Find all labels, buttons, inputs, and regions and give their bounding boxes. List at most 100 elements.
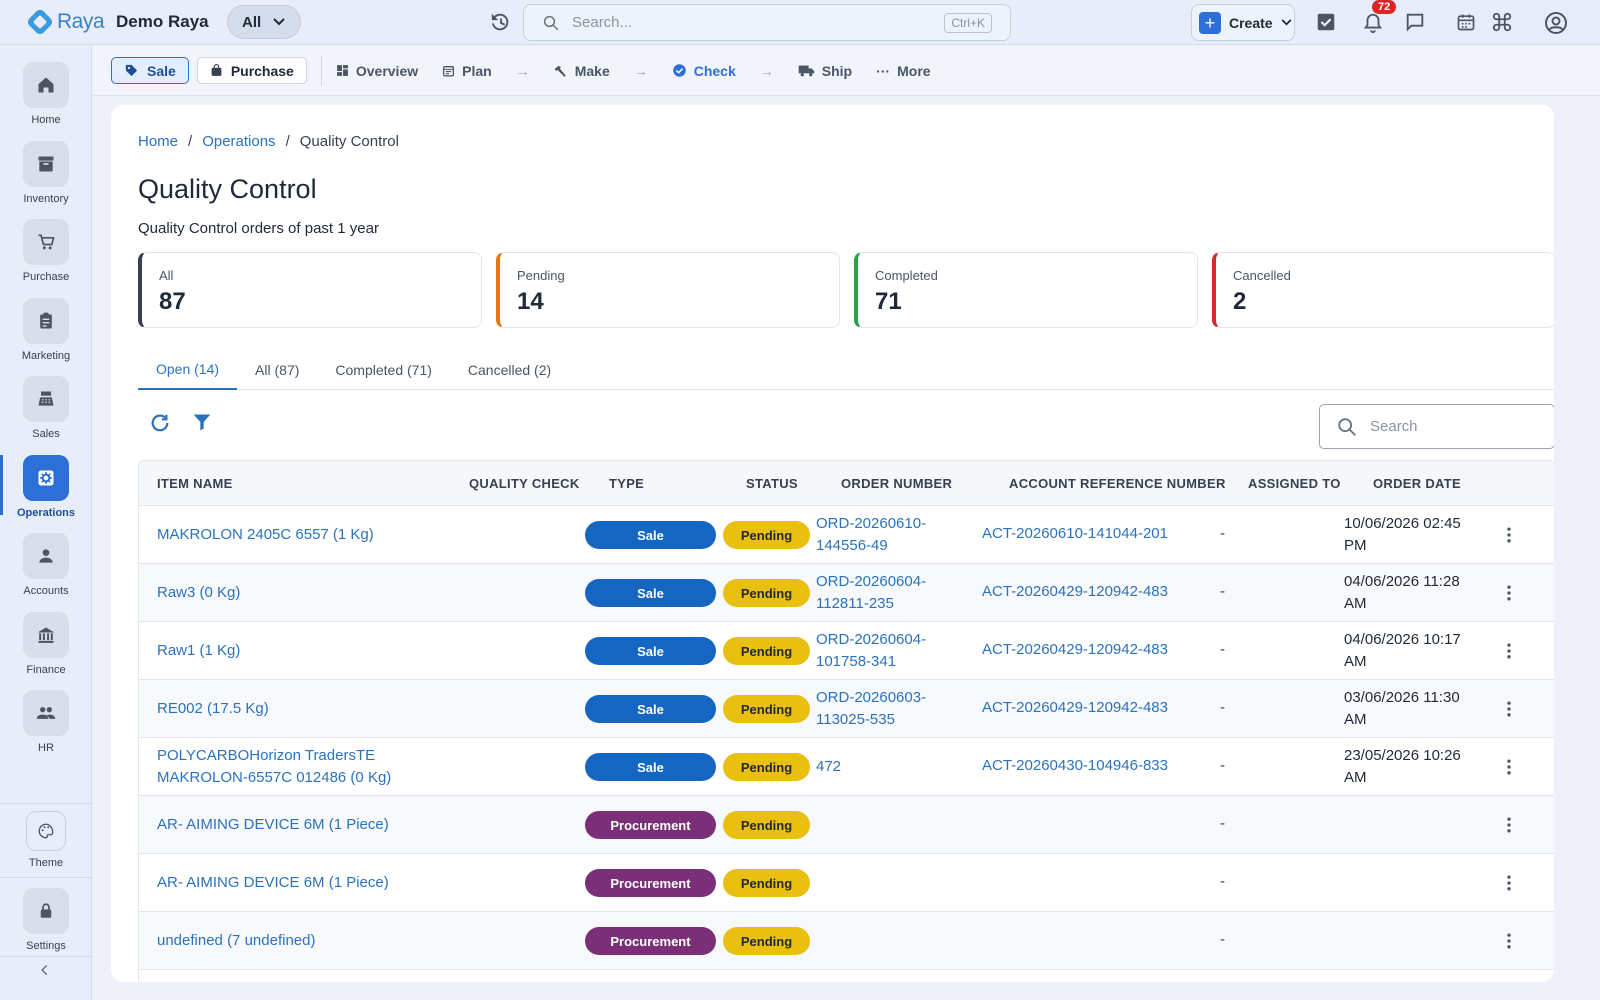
more-vertical-icon[interactable]	[1499, 525, 1519, 545]
tab-cancelled[interactable]: Cancelled (2)	[467, 362, 552, 378]
item-name-link[interactable]: Raw1 (1 Kg)	[157, 642, 241, 659]
order-number-link[interactable]	[816, 854, 956, 912]
command-icon[interactable]	[1491, 11, 1513, 33]
task-check-icon[interactable]	[1315, 11, 1337, 33]
bell-icon[interactable]	[1362, 11, 1384, 35]
column-header[interactable]: TYPE	[609, 476, 645, 491]
more-vertical-icon[interactable]	[1499, 583, 1519, 603]
item-name-link[interactable]: AR- AIMING DEVICE 6M (1 Piece)	[157, 816, 389, 833]
order-number-link[interactable]: ORD-20260603-113025-535	[816, 689, 927, 728]
history-icon[interactable]	[490, 11, 512, 33]
logo[interactable]: Raya	[25, 7, 105, 37]
column-header[interactable]: QUALITY CHECK	[469, 476, 580, 491]
stat-card-all[interactable]: All 87	[138, 252, 482, 328]
stat-value: 14	[517, 288, 544, 315]
account-reference-link[interactable]: ACT-20260430-104946-833	[982, 757, 1168, 774]
column-header[interactable]: ASSIGNED TO	[1248, 476, 1341, 491]
stat-card-cancelled[interactable]: Cancelled 2	[1212, 252, 1554, 328]
order-number-link[interactable]	[816, 796, 956, 854]
more-vertical-icon[interactable]	[1499, 931, 1519, 951]
account-reference-link[interactable]: ACT-20260429-120942-483	[982, 583, 1168, 600]
order-number-link[interactable]: ORD-20260610-144556-49	[816, 515, 927, 554]
global-search-input[interactable]: Search... Ctrl+K	[523, 4, 1011, 41]
table-row[interactable]: Raw1 (1 Kg) Sale Pending ORD-20260604-10175…	[139, 622, 1554, 680]
account-reference-link[interactable]: ACT-20260429-120942-483	[982, 699, 1168, 716]
sidebar-item-marketing[interactable]: Marketing	[0, 298, 92, 374]
table-row[interactable]: undefined (7 undefined) Procurement Pendin…	[139, 912, 1554, 970]
column-header[interactable]: ORDER NUMBER	[841, 476, 953, 491]
table-row[interactable]: AR- AIMING DEVICE 6M (1 Piece) Procuremen…	[139, 796, 1554, 854]
account-reference-link[interactable]: ACT-20260429-120942-483	[982, 641, 1168, 658]
collapse-sidebar-icon[interactable]	[38, 963, 52, 977]
column-header[interactable]: ITEM NAME	[157, 476, 233, 491]
item-name-link[interactable]: undefined (7 undefined)	[157, 932, 316, 949]
table-row[interactable]: MAKROLON 2405C 6557 (1 Kg) Sale Pending ORD…	[139, 506, 1554, 564]
table-row[interactable]: RE002 (17.5 Kg) Sale Pending ORD-20260603-1…	[139, 680, 1554, 738]
table-row[interactable]: AR- AIMING DEVICE 6M (1 Piece) Procuremen…	[139, 854, 1554, 912]
sidebar-item-label: Operations	[16, 507, 76, 519]
more-vertical-icon[interactable]	[1499, 815, 1519, 835]
order-number-link[interactable]	[816, 912, 956, 970]
arrow-right-icon: →	[633, 62, 648, 79]
sidebar-item-inventory[interactable]: Inventory	[0, 141, 92, 217]
item-name-link[interactable]: D4MM 4*R2*8*75L*35 (BALL NOSE) (0	[157, 970, 447, 982]
type-chip: Procurement	[585, 927, 716, 955]
sidebar-item-operations[interactable]: Operations	[0, 455, 92, 531]
purchase-toggle[interactable]: Purchase	[196, 57, 307, 84]
step-overview[interactable]: Overview	[336, 63, 418, 79]
order-number-link[interactable]: 472	[816, 758, 842, 775]
item-name-link[interactable]: RE002 (17.5 Kg)	[157, 700, 269, 717]
stat-card-pending[interactable]: Pending 14	[496, 252, 840, 328]
item-name-link[interactable]: MAKROLON 2405C 6557 (1 Kg)	[157, 526, 374, 543]
create-button[interactable]: + Create	[1191, 4, 1295, 41]
filter-icon[interactable]	[192, 412, 212, 432]
scope-dropdown[interactable]: All	[226, 5, 301, 39]
order-number-link[interactable]: ORD-20260604-101758-341	[816, 631, 927, 670]
item-name-link[interactable]: Raw3 (0 Kg)	[157, 584, 241, 601]
step-make[interactable]: Make	[554, 63, 610, 79]
column-header[interactable]: STATUS	[746, 476, 798, 491]
order-date: 04/06/2026 11:28 AM	[1344, 573, 1460, 612]
sidebar-item-home[interactable]: Home	[0, 62, 92, 138]
table-search-input[interactable]: Search	[1319, 404, 1554, 449]
tab-all[interactable]: All (87)	[255, 362, 300, 378]
tab-completed[interactable]: Completed (71)	[335, 362, 432, 378]
more-vertical-icon[interactable]	[1499, 873, 1519, 893]
people-icon	[23, 690, 69, 736]
column-header[interactable]: ACCOUNT REFERENCE NUMBER	[1009, 476, 1226, 491]
refresh-icon[interactable]	[149, 412, 171, 434]
more-vertical-icon[interactable]	[1499, 641, 1519, 661]
step-ship[interactable]: Ship	[798, 63, 852, 79]
user-account-icon[interactable]	[1544, 11, 1568, 35]
calendar-icon[interactable]	[1456, 11, 1476, 33]
breadcrumb-operations[interactable]: Operations	[202, 133, 276, 150]
table-row[interactable]: Raw3 (0 Kg) Sale Pending ORD-20260604-11281…	[139, 564, 1554, 622]
table-row[interactable]: POLYCARBOHorizon TradersTE MAKROLON-6557…	[139, 738, 1554, 796]
sidebar-item-sales[interactable]: Sales	[0, 376, 92, 452]
sidebar-item-accounts[interactable]: Accounts	[0, 533, 92, 609]
sale-toggle[interactable]: Sale	[111, 57, 189, 84]
sidebar-item-label: Finance	[26, 664, 66, 676]
step-check[interactable]: Check	[672, 63, 736, 79]
tab-open[interactable]: Open (14)	[138, 350, 238, 390]
sidebar-item-hr[interactable]: HR	[0, 690, 92, 766]
more-dots-icon: ···	[876, 62, 891, 79]
more-vertical-icon[interactable]	[1499, 699, 1519, 719]
step-more[interactable]: ··· More	[876, 63, 930, 79]
item-name-link[interactable]: POLYCARBOHorizon TradersTE MAKROLON-6557…	[157, 747, 392, 786]
step-plan[interactable]: Plan	[442, 63, 492, 79]
order-number-link[interactable]	[816, 970, 956, 982]
more-vertical-icon[interactable]	[1499, 757, 1519, 777]
breadcrumb-home[interactable]: Home	[138, 133, 179, 150]
order-number-link[interactable]: ORD-20260604-112811-235	[816, 573, 927, 612]
chat-icon[interactable]	[1404, 11, 1426, 33]
account-reference-link[interactable]: ACT-20260610-141044-201	[982, 525, 1168, 542]
stat-card-completed[interactable]: Completed 71	[854, 252, 1198, 328]
table-row[interactable]: D4MM 4*R2*8*75L*35 (BALL NOSE) (0Procure…	[139, 970, 1554, 982]
sidebar-item-settings[interactable]: Settings	[0, 888, 92, 964]
sidebar-item-theme[interactable]: Theme	[0, 811, 92, 887]
sidebar-item-finance[interactable]: Finance	[0, 612, 92, 688]
item-name-link[interactable]: AR- AIMING DEVICE 6M (1 Piece)	[157, 874, 389, 891]
sidebar-item-purchase[interactable]: Purchase	[0, 219, 92, 295]
column-header[interactable]: ORDER DATE	[1373, 476, 1461, 491]
